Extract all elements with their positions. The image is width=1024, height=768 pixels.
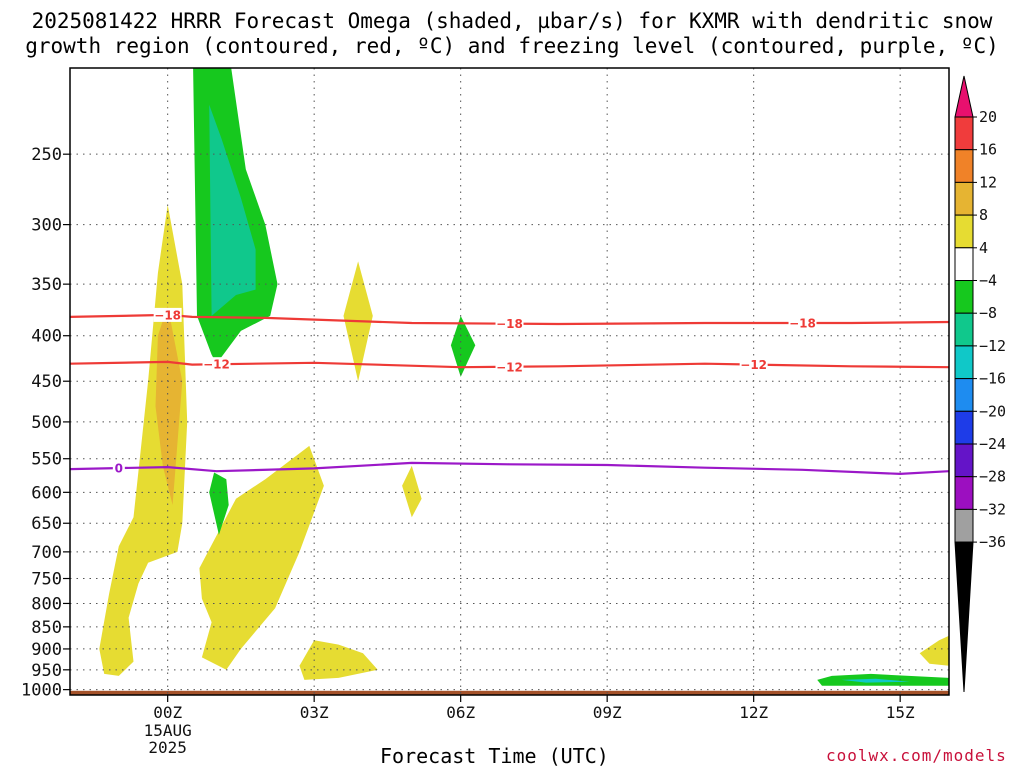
omega-area-teal-sink-upper (209, 104, 256, 316)
colorbar-tick-label: −8 (979, 304, 997, 322)
y-tick-label: 750 (31, 570, 62, 590)
axes: 2503003504004505005506006507007508008509… (21, 67, 950, 757)
colorbar-bin (954, 214, 974, 249)
chart-title-line1: 2025081422 HRRR Forecast Omega (shaded, … (31, 9, 993, 33)
omega-area-green-sink-mid (209, 472, 229, 535)
omega-area-yellow-lift-surface (299, 640, 378, 680)
contour-label-bg (153, 307, 182, 322)
contour-label: −18 (496, 317, 523, 331)
colorbar-tick-label: −12 (979, 337, 1006, 355)
chart-title-line2: growth region (contoured, red, ºC) and f… (25, 34, 999, 58)
x-tick-label: 00Z (153, 703, 182, 722)
colorbar-bin (954, 476, 974, 510)
colorbar-tick-label: −16 (979, 370, 1006, 388)
colorbar-tick-label: −4 (979, 272, 997, 290)
x-tick-label: 03Z (300, 703, 329, 722)
contour-label: 0 (115, 462, 123, 476)
y-tick-label: 950 (31, 661, 62, 681)
y-tick-label: 350 (31, 275, 62, 295)
y-tick-label: 850 (31, 618, 62, 638)
contour-line--12 (70, 360, 949, 369)
colorbar-tick-label: 16 (979, 141, 997, 159)
x-axis-label: Forecast Time (UTC) (380, 744, 609, 768)
grid-lines (70, 68, 949, 695)
colorbar: 20 16 12 8 4 −4 −8 −12 −16 −20 −24 −28 −32 −36 (954, 75, 1006, 693)
colorbar-tick-label: 20 (979, 108, 997, 126)
y-tick-label: 300 (31, 216, 62, 236)
colorbar-tick-label: 4 (979, 239, 988, 257)
contour-label: −18 (789, 316, 816, 330)
omega-area-orange-core (155, 305, 183, 505)
contour-label-bg (788, 315, 817, 330)
colorbar-bin (954, 443, 974, 478)
contour-line-0 (70, 461, 949, 476)
colorbar-tick-label: 12 (979, 173, 997, 191)
y-tick-label: 900 (31, 640, 62, 660)
colorbar-bin (954, 280, 974, 314)
contour-label: −12 (203, 358, 230, 372)
x-tick-sublabel: 15AUG (144, 721, 192, 740)
colorbar-tick-label: 8 (979, 206, 988, 224)
omega-area-green-sink-level6 (450, 315, 476, 377)
colorbar-bin (954, 508, 974, 543)
x-tick-sublabel: 2025 (148, 738, 187, 757)
ground-terrain (70, 690, 949, 695)
omega-area-yellow-lift-low (199, 445, 324, 670)
omega-area-teal-sink-surface (841, 678, 910, 683)
contour-label: −12 (496, 360, 523, 374)
y-tick-label: 450 (31, 372, 62, 392)
credit-link[interactable]: coolwx.com/models (826, 746, 1007, 765)
colorbar-bin (954, 181, 974, 216)
colorbar-tick-label: −28 (979, 468, 1006, 486)
colorbar-top-arrow (954, 75, 974, 118)
omega-area-yellow-lift-right (919, 635, 949, 666)
contour-label-bg (202, 357, 231, 372)
colorbar-tick-label: −36 (979, 533, 1006, 551)
y-tick-label: 400 (31, 327, 62, 347)
contour-label: −12 (740, 358, 767, 372)
colorbar-bin (954, 247, 974, 282)
y-tick-label: 600 (31, 483, 62, 503)
omega-shading (99, 68, 949, 686)
x-tick-label: 15Z (886, 703, 915, 722)
x-tick-label: 09Z (593, 703, 622, 722)
colorbar-tick-label: −20 (979, 402, 1006, 420)
colorbar-bin (954, 312, 974, 347)
x-tick-label: 12Z (739, 703, 768, 722)
x-tick-label: 06Z (446, 703, 475, 722)
contour-label-bg (739, 357, 768, 372)
terrain (70, 690, 949, 695)
omega-area-yellow-lift-mid (402, 465, 422, 518)
y-tick-label: 500 (31, 413, 62, 433)
colorbar-bin (954, 116, 974, 151)
colorbar-bottom-arrow (954, 541, 974, 693)
colorbar-tick-label: −24 (979, 435, 1006, 453)
contour-label-bg (495, 359, 524, 374)
colorbar-bin (954, 149, 974, 183)
y-tick-label: 650 (31, 514, 62, 534)
contours: −18 −18 −18 −12 −12 −12 0 (70, 307, 949, 476)
contour-label-bg (112, 461, 125, 476)
colorbar-bin (954, 378, 974, 412)
colorbar-bin (954, 410, 974, 445)
y-tick-label: 800 (31, 594, 62, 614)
y-tick-label: 700 (31, 543, 62, 563)
y-tick-label: 1000 (21, 681, 62, 701)
contour-label-bg (495, 316, 524, 331)
colorbar-bin (954, 345, 974, 380)
y-tick-label: 250 (31, 145, 62, 165)
colorbar-tick-label: −32 (979, 500, 1006, 518)
contour-label: −18 (154, 308, 181, 322)
y-tick-label: 550 (31, 450, 62, 470)
